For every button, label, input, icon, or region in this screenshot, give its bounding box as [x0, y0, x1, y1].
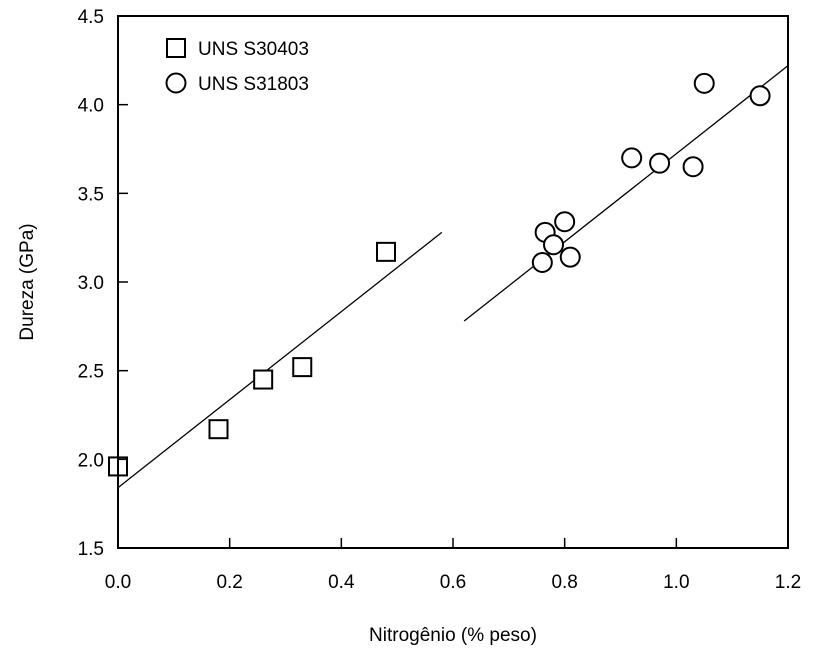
legend: UNS S30403 UNS S31803: [165, 38, 309, 95]
square-marker: [376, 241, 396, 262]
axes: 0.0 0.2 0.4 0.6 0.8 1.0 1.2 1.5 2.0 2.5 3.0 3.5 4.0 4…: [78, 7, 802, 593]
y-tick-label: 4.5: [78, 7, 104, 28]
circle-marker: [749, 85, 771, 107]
circle-marker: [531, 251, 553, 273]
legend-label: UNS S30403: [198, 39, 309, 60]
x-tick-label: 0.6: [440, 572, 466, 593]
circle-marker: [543, 234, 564, 256]
x-tick-label: 1.0: [663, 572, 689, 593]
legend-square-marker: [166, 38, 186, 58]
circle-marker: [649, 152, 671, 174]
x-tick-label: 0.8: [551, 572, 577, 593]
square-marker: [208, 419, 229, 440]
y-tick-label: 2.0: [78, 450, 104, 471]
plot-area: [108, 65, 789, 489]
y-axis-title: Dureza (GPa): [17, 223, 38, 340]
y-tick-label: 2.5: [78, 362, 104, 383]
x-tick-label: 1.2: [775, 572, 801, 593]
x-tick-label: 0.2: [216, 572, 242, 593]
y-tick-label: 1.5: [78, 539, 104, 560]
y-tick-label: 3.5: [78, 184, 104, 205]
legend-label: UNS S31803: [198, 74, 309, 95]
legend-circle-marker: [165, 72, 187, 94]
trendline-square: [117, 231, 443, 489]
x-tick-label: 0.4: [328, 572, 355, 593]
x-axis-title: Nitrogênio (% peso): [369, 625, 537, 646]
trendline-circle: [463, 65, 789, 322]
y-tick-label: 4.0: [78, 96, 104, 117]
circle-marker: [682, 156, 704, 178]
circle-marker: [693, 72, 715, 94]
circle-marker: [559, 246, 581, 268]
square-marker: [292, 357, 313, 378]
y-tick-label: 3.0: [78, 273, 104, 294]
x-tick-label: 0.0: [105, 572, 131, 593]
square-marker: [253, 369, 274, 390]
circle-marker: [621, 147, 643, 169]
plot-frame: [117, 15, 789, 549]
circle-marker: [554, 211, 576, 233]
